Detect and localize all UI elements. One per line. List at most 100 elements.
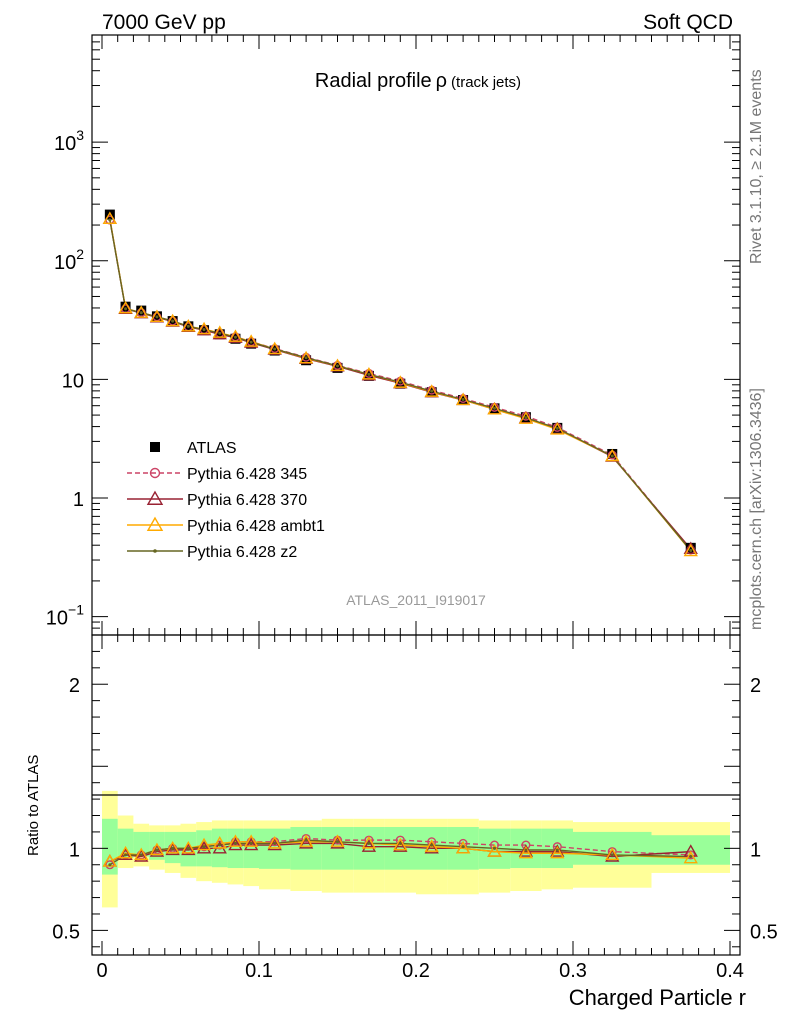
ratio-y-tick-label: 0.5 — [52, 921, 80, 943]
ratio-series-marker — [118, 847, 133, 861]
series-marker — [683, 541, 698, 555]
ratio-series-marker — [165, 842, 180, 856]
series-line — [109, 219, 692, 551]
series-marker — [212, 326, 227, 340]
series-marker — [683, 543, 698, 557]
band-inner-bin — [227, 828, 244, 869]
x-tick-label: 0.3 — [559, 960, 587, 982]
rivet-label: Rivet 3.1.10, ≥ 2.1M events — [748, 69, 765, 264]
band-inner-bin — [651, 835, 730, 865]
ratio-series-marker — [330, 836, 345, 849]
ratio-series-marker — [430, 843, 434, 847]
ratio-series-marker — [134, 847, 149, 861]
ratio-series-lines — [109, 837, 691, 866]
ratio-series-marker — [683, 850, 698, 864]
ratio-frame — [91, 634, 741, 956]
series-marker — [171, 319, 175, 323]
ratio-series-marker — [330, 834, 345, 847]
main-series-markers — [102, 209, 698, 557]
main-y-tick-label: 103 — [54, 127, 84, 155]
band-inner-bin — [243, 828, 259, 869]
ratio-series-marker — [124, 853, 128, 857]
ratio-series-marker — [304, 838, 308, 842]
band-inner-bin — [384, 827, 416, 870]
ratio-series-marker — [202, 845, 206, 849]
ratio-series-marker — [165, 840, 180, 854]
series-marker — [118, 300, 133, 314]
ratio-series-markers — [102, 833, 698, 870]
ratio-series-marker — [218, 843, 222, 847]
series-marker — [605, 448, 620, 462]
ratio-series-marker — [487, 844, 502, 857]
series-marker — [108, 218, 112, 222]
series-marker — [139, 311, 143, 315]
analysis-tag: ATLAS_2011_I919017 — [346, 592, 486, 608]
ratio-ticks — [92, 635, 740, 955]
ratio-series-marker — [228, 834, 243, 847]
series-marker — [335, 364, 340, 368]
ratio-series-marker — [243, 837, 259, 851]
main-series-lines — [109, 218, 692, 552]
ratio-series-marker — [610, 853, 614, 857]
ratio-series-marker — [518, 845, 534, 859]
x-tick-label: 0.2 — [402, 960, 430, 982]
main-ticks — [92, 34, 740, 636]
ratio-series-marker — [393, 837, 408, 851]
legend-marker — [146, 516, 164, 531]
data-point — [136, 305, 147, 316]
ratio-series-marker — [524, 848, 528, 852]
main-panel: Radial profile ρ (track jets) ATLAS_2011_I… — [46, 34, 741, 636]
legend: ATLAS Pythia 6.428 345 Pythia 6.428 370 Pyt… — [127, 440, 325, 561]
main-y-tick-label: 1 — [73, 489, 84, 511]
ratio-series-marker — [181, 842, 196, 856]
x-axis-label: Charged Particle r — [569, 985, 746, 1010]
legend-label: ATLAS — [187, 440, 237, 457]
x-tick-label: 0.4 — [716, 960, 744, 982]
ratio-series-marker — [105, 860, 115, 870]
series-marker — [367, 372, 371, 376]
data-point — [332, 362, 343, 373]
ratio-panel: 2 2 1 1 0.5 0.5 Ratio to ATLAS — [25, 634, 778, 956]
x-tick-label: 0 — [96, 960, 107, 982]
ratio-series-marker — [361, 836, 377, 849]
main-y-tick-label: 10−1 — [46, 602, 84, 630]
series-marker — [273, 347, 277, 351]
plot-title: Radial profile ρ (track jets) — [315, 70, 521, 92]
series-marker — [430, 389, 434, 393]
x-tick-label: 0.1 — [245, 960, 273, 982]
ratio-y-tick-label: 2 — [69, 675, 80, 697]
ratio-series-marker — [424, 840, 439, 854]
ratio-series-marker — [212, 836, 227, 849]
ratio-series-marker — [689, 855, 693, 859]
legend-marker — [153, 549, 157, 553]
data-point — [120, 301, 131, 312]
series-marker — [196, 321, 212, 335]
series-marker — [424, 384, 439, 397]
ratio-series-line — [109, 842, 691, 863]
x-tick-labels: 0 0.1 0.2 0.3 0.4 — [96, 960, 743, 982]
ratio-series-marker — [298, 836, 314, 849]
ratio-series-marker — [605, 849, 620, 862]
series-marker — [689, 548, 693, 553]
series-marker — [102, 211, 118, 225]
ratio-series-marker — [149, 844, 165, 857]
ratio-series-marker — [243, 834, 259, 847]
ratio-series-marker — [267, 837, 282, 851]
legend-label: Pythia 6.428 370 — [187, 492, 307, 509]
ratio-y-tick-label-right: 2 — [750, 675, 761, 697]
ratio-series-marker — [298, 834, 314, 847]
ratio-series-marker — [108, 863, 112, 867]
mcplots-label: mcplots.cern.ch [arXiv:1306.3436] — [748, 388, 765, 630]
header-left: 7000 GeV pp — [102, 11, 226, 34]
series-marker — [610, 454, 614, 458]
ratio-series-marker — [196, 837, 212, 851]
ratio-series-marker — [550, 844, 565, 857]
series-marker — [298, 350, 314, 364]
ratio-series-marker — [398, 841, 402, 845]
band-inner-bin — [259, 828, 291, 869]
ratio-series-marker — [233, 841, 237, 845]
legend-marker — [146, 490, 164, 505]
series-marker — [555, 426, 559, 430]
